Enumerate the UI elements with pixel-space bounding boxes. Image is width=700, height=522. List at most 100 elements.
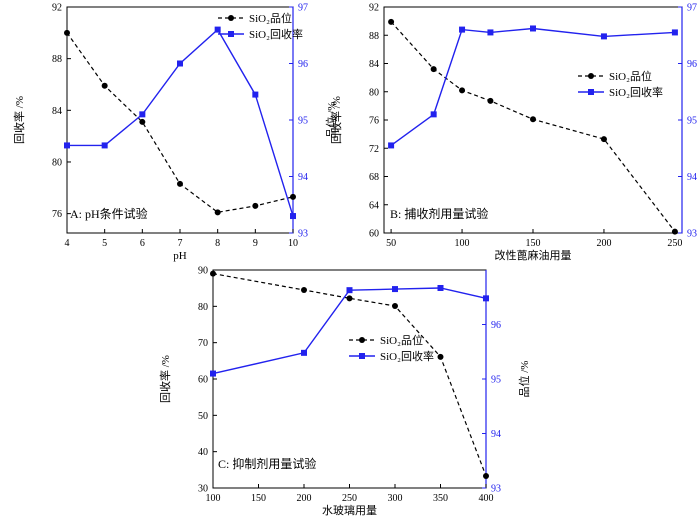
legend: SiO₂品位 SiO₂回收率 [218, 11, 303, 41]
x-tick-label: 150 [526, 238, 541, 249]
x-tick-label: 7 [178, 238, 183, 249]
grade-data-point [600, 136, 607, 143]
x-tick-label: 250 [342, 493, 357, 504]
recovery-data-point [301, 349, 307, 356]
grade-data-point [346, 295, 353, 302]
y-left-tick-label: 40 [198, 447, 208, 458]
x-tick-label: 9 [253, 238, 258, 249]
recovery-data-point [671, 29, 678, 36]
y-left-axis-label: 回收率 /% [329, 96, 343, 144]
y-right-tick-label: 93 [298, 229, 308, 240]
grade-data-point [530, 116, 536, 123]
x-tick-label: 100 [206, 493, 221, 504]
x-tick-label: 200 [596, 238, 611, 249]
y-left-tick-label: 30 [198, 484, 208, 495]
x-axis-label: 水玻璃用量 [322, 503, 377, 517]
chart-panel-b: 50 100 150 200 250 60 64 68 72 76 80 84 88 92 93 94 95 96… [329, 3, 697, 263]
x-tick-label: 8 [215, 238, 220, 249]
y-right-tick-label: 94 [687, 172, 697, 183]
x-tick-label: 50 [386, 238, 396, 249]
y-left-axis-label: 回收率 /% [158, 355, 172, 403]
y-left-tick-label: 84 [52, 106, 62, 117]
x-axis-label: pH [173, 250, 187, 262]
x-tick-label: 10 [288, 238, 298, 249]
recovery-data-point [483, 295, 489, 302]
grade-data-point [177, 180, 183, 187]
y-left-tick-label: 92 [52, 3, 62, 14]
recovery-data-point [64, 142, 70, 149]
sio2-grade-line [390, 21, 676, 232]
y-left-tick-label: 60 [198, 375, 208, 386]
recovery-data-point [101, 142, 108, 149]
x-tick-label: 6 [140, 238, 145, 249]
legend-grade-marker [228, 15, 234, 21]
y-right-tick-label: 96 [687, 59, 697, 70]
recovery-data-point [388, 142, 395, 149]
legend-grade-marker [359, 337, 365, 343]
y-right-tick-label: 97 [687, 3, 697, 14]
legend-recovery-label: SiO₂回收率 [380, 349, 434, 363]
legend-recovery-marker [588, 89, 594, 95]
x-tick-label: 4 [65, 238, 70, 249]
recovery-data-point [210, 370, 216, 377]
legend-grade-label: SiO₂品位 [609, 69, 652, 83]
y-left-tick-label: 90 [198, 266, 208, 277]
y-right-tick-label: 94 [298, 172, 308, 183]
y-left-tick-label: 80 [369, 87, 379, 98]
recovery-data-point [459, 26, 466, 33]
y-left-tick-label: 68 [369, 172, 379, 183]
y-left-tick-label: 76 [52, 209, 62, 220]
panel-annotation: A: pH条件试验 [70, 206, 148, 221]
grade-data-point [459, 87, 466, 94]
recovery-data-point [600, 33, 607, 40]
recovery-data-point [346, 287, 353, 294]
y-right-tick-label: 97 [298, 3, 308, 14]
y-left-axis-label: 回收率 /% [12, 96, 26, 144]
legend-recovery-label: SiO₂回收率 [249, 27, 303, 41]
x-tick-label: 5 [102, 238, 107, 249]
chart-panel-a: 4 5 6 7 8 9 10 76 80 84 88 92 93 94 95 96 97 pH 回收率 /% 品位 /… [12, 3, 338, 263]
grade-data-point [301, 286, 307, 293]
x-tick-label: 400 [479, 493, 494, 504]
panel-annotation: B: 捕收剂用量试验 [390, 206, 488, 221]
recovery-data-point [392, 286, 398, 293]
y-left-tick-label: 80 [198, 302, 208, 313]
legend-grade-marker [588, 73, 594, 79]
legend-grade-label: SiO₂品位 [249, 11, 292, 25]
sio2-recovery-line [67, 28, 294, 217]
sio2-recovery-line [212, 287, 487, 375]
y-left-tick-label: 80 [52, 157, 62, 168]
y-right-tick-label: 95 [687, 116, 697, 127]
legend-recovery-marker [228, 31, 234, 37]
recovery-data-point [177, 60, 183, 67]
recovery-data-point [437, 284, 444, 291]
y-left-tick-label: 88 [52, 54, 62, 65]
y-left-tick-label: 50 [198, 411, 208, 422]
y-left-tick-label: 64 [369, 200, 379, 211]
grade-data-point [392, 302, 398, 309]
recovery-data-point [487, 29, 494, 36]
y-left-tick-label: 92 [369, 3, 379, 14]
plot-frame [212, 269, 487, 489]
sio2-grade-line [212, 273, 487, 477]
y-right-tick-label: 95 [491, 375, 501, 386]
grade-data-point [437, 353, 444, 360]
x-tick-label: 100 [455, 238, 470, 249]
legend: SiO₂品位 SiO₂回收率 [349, 333, 434, 363]
y-left-tick-label: 84 [369, 59, 379, 70]
chart-panel-c: 100 150 200 250 300 350 400 30 40 50 60 70 80 90 93 94 9… [158, 266, 531, 518]
grade-data-point [671, 228, 678, 235]
y-left-tick-label: 60 [369, 229, 379, 240]
x-tick-label: 250 [667, 238, 682, 249]
y-right-axis-label: 品位 /% [324, 102, 338, 139]
grade-data-point [388, 18, 395, 25]
x-tick-label: 200 [297, 493, 312, 504]
x-tick-label: 350 [433, 493, 448, 504]
legend-recovery-label: SiO₂回收率 [609, 85, 663, 99]
grade-data-point [290, 193, 296, 200]
recovery-data-point [530, 25, 536, 32]
grade-data-point [139, 118, 146, 125]
grade-data-point [101, 82, 108, 89]
y-right-tick-label: 96 [298, 59, 308, 70]
